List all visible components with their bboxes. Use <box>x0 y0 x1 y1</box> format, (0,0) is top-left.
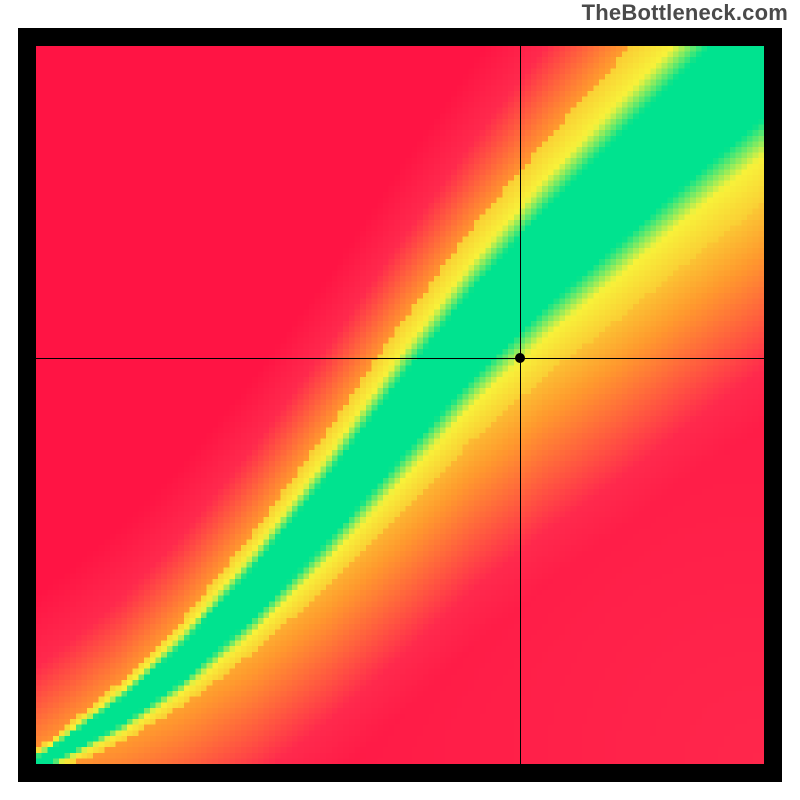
crosshair-marker <box>515 353 525 363</box>
heatmap-frame <box>18 28 782 782</box>
crosshair-horizontal <box>36 358 764 359</box>
watermark-text: TheBottleneck.com <box>582 0 788 26</box>
crosshair-vertical <box>520 46 521 764</box>
heatmap-canvas <box>36 46 764 764</box>
heatmap-inner <box>36 46 764 764</box>
chart-container: TheBottleneck.com <box>0 0 800 800</box>
